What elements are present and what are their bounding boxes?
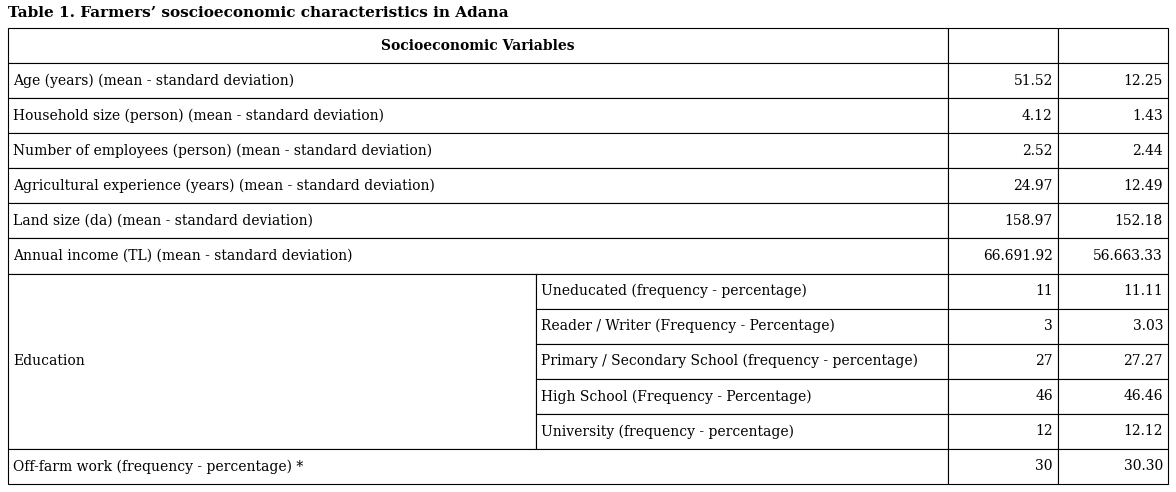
Bar: [948, 98, 1057, 133]
Bar: [948, 308, 1057, 344]
Bar: [8, 133, 948, 168]
Bar: [948, 239, 1057, 274]
Text: 2.44: 2.44: [1132, 144, 1163, 158]
Text: Table 1. Farmers’ soscioeconomic characteristics in Adana: Table 1. Farmers’ soscioeconomic charact…: [8, 6, 509, 20]
Text: Uneducated (frequency - percentage): Uneducated (frequency - percentage): [541, 284, 807, 298]
Text: 30.30: 30.30: [1124, 460, 1163, 473]
Bar: [536, 379, 948, 414]
Bar: [1057, 379, 1168, 414]
Text: Reader / Writer (Frequency - Percentage): Reader / Writer (Frequency - Percentage): [541, 319, 835, 334]
Bar: [1057, 98, 1168, 133]
Bar: [8, 168, 948, 203]
Text: 56.663.33: 56.663.33: [1094, 249, 1163, 263]
Text: 46: 46: [1035, 389, 1053, 403]
Bar: [1057, 203, 1168, 239]
Bar: [948, 133, 1057, 168]
Bar: [948, 203, 1057, 239]
Text: 30: 30: [1035, 460, 1053, 473]
Text: Annual income (TL) (mean - standard deviation): Annual income (TL) (mean - standard devi…: [13, 249, 353, 263]
Bar: [1057, 239, 1168, 274]
Text: Age (years) (mean - standard deviation): Age (years) (mean - standard deviation): [13, 73, 294, 88]
Bar: [8, 98, 948, 133]
Bar: [948, 168, 1057, 203]
Text: 12.12: 12.12: [1123, 425, 1163, 438]
Bar: [948, 414, 1057, 449]
Text: Primary / Secondary School (frequency - percentage): Primary / Secondary School (frequency - …: [541, 354, 917, 369]
Text: 1.43: 1.43: [1132, 109, 1163, 123]
Text: Socioeconomic Variables: Socioeconomic Variables: [381, 38, 575, 53]
Bar: [536, 344, 948, 379]
Bar: [1057, 168, 1168, 203]
Bar: [1057, 308, 1168, 344]
Text: 27.27: 27.27: [1123, 354, 1163, 368]
Text: 152.18: 152.18: [1115, 214, 1163, 228]
Bar: [948, 449, 1057, 484]
Text: Off-farm work (frequency - percentage) *: Off-farm work (frequency - percentage) *: [13, 459, 303, 474]
Bar: [948, 379, 1057, 414]
Bar: [536, 274, 948, 308]
Bar: [8, 449, 948, 484]
Bar: [1057, 28, 1168, 63]
Bar: [1057, 274, 1168, 308]
Bar: [1057, 63, 1168, 98]
Text: 24.97: 24.97: [1014, 179, 1053, 193]
Bar: [536, 414, 948, 449]
Bar: [8, 203, 948, 239]
Bar: [8, 63, 948, 98]
Text: University (frequency - percentage): University (frequency - percentage): [541, 424, 794, 438]
Text: 46.46: 46.46: [1123, 389, 1163, 403]
Text: 12: 12: [1035, 425, 1053, 438]
Bar: [8, 239, 948, 274]
Bar: [8, 274, 536, 449]
Text: Land size (da) (mean - standard deviation): Land size (da) (mean - standard deviatio…: [13, 214, 313, 228]
Bar: [948, 274, 1057, 308]
Text: Education: Education: [13, 354, 85, 368]
Text: 12.49: 12.49: [1123, 179, 1163, 193]
Bar: [1057, 449, 1168, 484]
Text: High School (Frequency - Percentage): High School (Frequency - Percentage): [541, 389, 811, 403]
Text: 3: 3: [1044, 319, 1053, 333]
Text: 27: 27: [1035, 354, 1053, 368]
Bar: [948, 63, 1057, 98]
Text: 66.691.92: 66.691.92: [983, 249, 1053, 263]
Text: Household size (person) (mean - standard deviation): Household size (person) (mean - standard…: [13, 109, 385, 123]
Text: 4.12: 4.12: [1022, 109, 1053, 123]
Text: 158.97: 158.97: [1004, 214, 1053, 228]
Text: 2.52: 2.52: [1022, 144, 1053, 158]
Text: 12.25: 12.25: [1123, 74, 1163, 88]
Text: 51.52: 51.52: [1014, 74, 1053, 88]
Text: Number of employees (person) (mean - standard deviation): Number of employees (person) (mean - sta…: [13, 144, 432, 158]
Bar: [1057, 133, 1168, 168]
Bar: [948, 28, 1057, 63]
Bar: [948, 344, 1057, 379]
Text: 11.11: 11.11: [1123, 284, 1163, 298]
Bar: [536, 308, 948, 344]
Bar: [8, 28, 948, 63]
Text: 11: 11: [1035, 284, 1053, 298]
Text: 3.03: 3.03: [1132, 319, 1163, 333]
Bar: [1057, 414, 1168, 449]
Bar: [1057, 344, 1168, 379]
Text: Agricultural experience (years) (mean - standard deviation): Agricultural experience (years) (mean - …: [13, 179, 435, 193]
